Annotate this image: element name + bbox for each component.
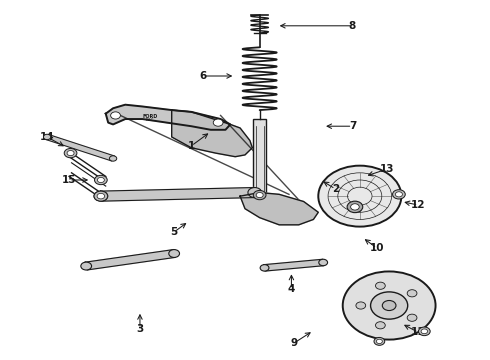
Circle shape <box>347 201 363 213</box>
Circle shape <box>392 190 405 199</box>
Circle shape <box>109 156 117 161</box>
FancyBboxPatch shape <box>253 119 267 198</box>
Circle shape <box>213 119 223 126</box>
Circle shape <box>94 191 108 201</box>
Text: 4: 4 <box>288 284 295 294</box>
Circle shape <box>395 192 402 197</box>
Polygon shape <box>46 135 115 161</box>
Text: 6: 6 <box>200 71 207 81</box>
Text: 11: 11 <box>411 327 426 337</box>
Polygon shape <box>264 259 324 271</box>
Circle shape <box>97 193 105 199</box>
Circle shape <box>95 175 107 185</box>
Circle shape <box>81 262 92 270</box>
Circle shape <box>253 190 266 200</box>
Circle shape <box>421 329 428 334</box>
Polygon shape <box>172 110 252 157</box>
Circle shape <box>44 134 51 140</box>
Circle shape <box>94 191 108 201</box>
Text: 10: 10 <box>369 243 384 253</box>
Text: 14: 14 <box>40 132 54 142</box>
Text: 3: 3 <box>136 324 144 334</box>
Text: 5: 5 <box>171 227 178 237</box>
Circle shape <box>356 302 366 309</box>
Circle shape <box>375 282 385 289</box>
Polygon shape <box>240 193 318 225</box>
Circle shape <box>418 327 430 336</box>
Circle shape <box>370 292 408 319</box>
Text: 15: 15 <box>62 175 76 185</box>
Circle shape <box>169 249 179 257</box>
Circle shape <box>98 177 104 183</box>
Text: B2C: B2C <box>146 118 154 122</box>
Circle shape <box>111 112 121 119</box>
Polygon shape <box>100 188 255 201</box>
Circle shape <box>374 337 385 345</box>
Text: 12: 12 <box>411 200 426 210</box>
Circle shape <box>407 290 417 297</box>
Circle shape <box>343 271 436 339</box>
Circle shape <box>256 193 263 198</box>
Circle shape <box>64 148 77 158</box>
Circle shape <box>351 204 359 210</box>
Circle shape <box>375 322 385 329</box>
Text: 8: 8 <box>349 21 356 31</box>
Text: 2: 2 <box>332 184 339 194</box>
Circle shape <box>407 314 417 321</box>
Text: 13: 13 <box>379 164 394 174</box>
Circle shape <box>318 166 401 226</box>
Text: FORD: FORD <box>142 114 157 120</box>
Circle shape <box>67 150 74 156</box>
Text: 7: 7 <box>349 121 356 131</box>
Circle shape <box>260 265 269 271</box>
Text: 1: 1 <box>188 141 195 151</box>
Polygon shape <box>106 105 230 130</box>
Circle shape <box>319 259 328 266</box>
Polygon shape <box>85 249 175 270</box>
Circle shape <box>248 188 262 198</box>
Circle shape <box>382 301 396 311</box>
Text: 9: 9 <box>290 338 297 348</box>
Circle shape <box>376 339 382 343</box>
